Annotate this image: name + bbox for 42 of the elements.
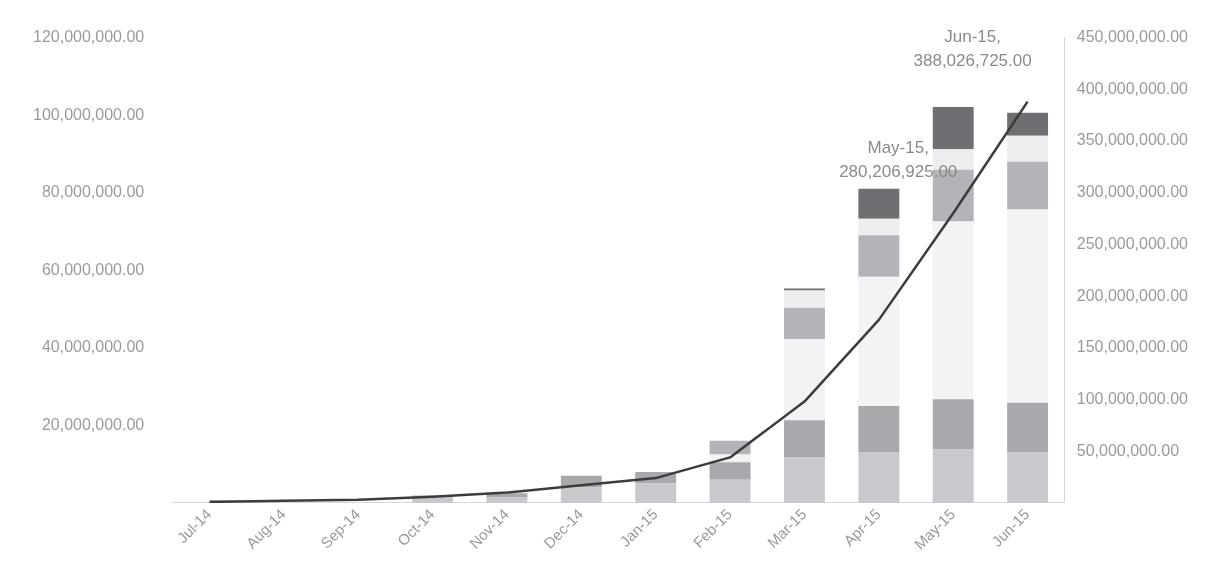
y-tick-label: 120,000,000.00: [33, 28, 145, 46]
bar: [709, 479, 751, 503]
bar: [784, 338, 825, 421]
y2-tick-label: 350,000,000.00: [1076, 131, 1189, 149]
y-tick-label: 60,000,000.00: [41, 260, 145, 278]
bar: [1007, 402, 1049, 453]
bar: [858, 218, 900, 236]
y2-tick-label: 150,000,000.00: [1076, 338, 1189, 356]
bar: [560, 487, 602, 503]
y2-tick-label: 450,000,000.00: [1076, 28, 1189, 46]
y2-tick-label: 250,000,000.00: [1076, 234, 1189, 252]
bar: [858, 405, 900, 453]
y2-tick-label: 400,000,000.00: [1076, 79, 1189, 97]
bar: [784, 457, 825, 503]
bar: [858, 188, 900, 219]
bar: [932, 107, 974, 150]
bar: [784, 420, 825, 458]
bar: [1007, 112, 1049, 136]
bar: [932, 449, 974, 503]
y-tick-label: 80,000,000.00: [41, 183, 145, 201]
bar: [1007, 161, 1049, 210]
y2-tick-label: 100,000,000.00: [1076, 389, 1189, 407]
bar: [1007, 452, 1049, 503]
bar: [1007, 209, 1049, 403]
y-tick-label: 20,000,000.00: [41, 415, 145, 433]
bar: [858, 276, 900, 406]
bar: [858, 235, 900, 277]
y-tick-label: 100,000,000.00: [33, 105, 145, 123]
bar: [932, 399, 974, 450]
bar: [635, 483, 677, 503]
bar: [1007, 135, 1049, 162]
y2-tick-label: 300,000,000.00: [1076, 183, 1189, 201]
y-tick-label: 40,000,000.00: [41, 338, 145, 356]
bar: [486, 497, 528, 503]
y2-tick-label: 200,000,000.00: [1076, 286, 1189, 304]
y2-tick-label: 50,000,000.00: [1076, 441, 1180, 459]
bar: [784, 307, 825, 339]
bar: [932, 221, 974, 400]
bar: [858, 452, 900, 503]
bar: [784, 290, 825, 308]
data-label: Jun-15, 388,026,725.00: [913, 26, 1032, 70]
bar: [709, 462, 751, 480]
